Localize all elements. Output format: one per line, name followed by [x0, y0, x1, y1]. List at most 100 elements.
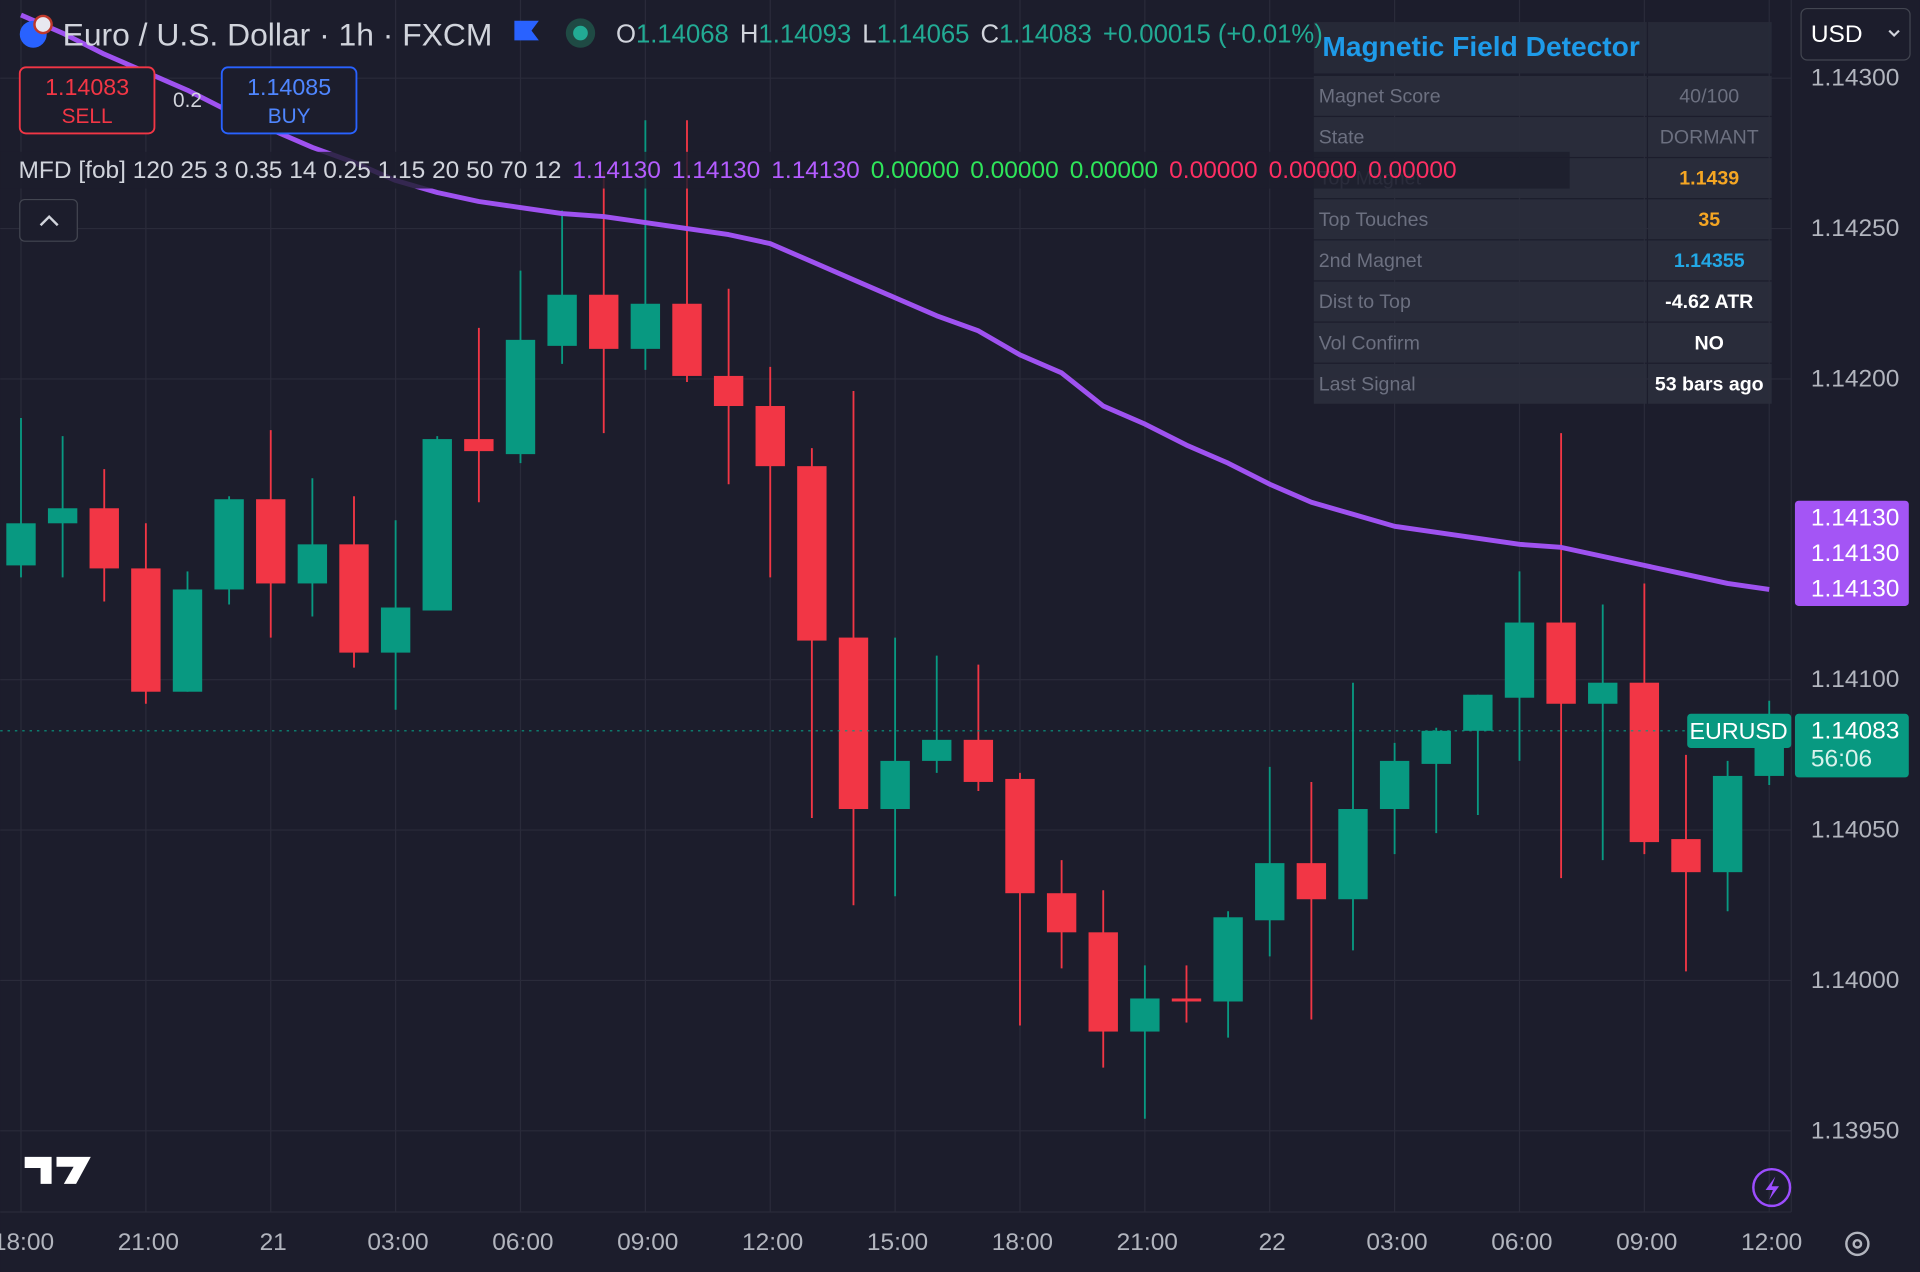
candle-body — [1255, 863, 1285, 921]
x-tick-label: 18:00 — [0, 1229, 54, 1256]
y-tick-label: 1.14050 — [1811, 817, 1899, 844]
candle-body — [422, 439, 452, 611]
sell-price: 1.14083 — [45, 74, 129, 100]
table-row — [1313, 322, 1647, 363]
table-label: Top Touches — [1319, 209, 1429, 231]
candle-body — [1379, 760, 1410, 810]
x-tick-label: 06:00 — [492, 1229, 553, 1256]
market-status-dot — [573, 25, 588, 41]
table-cell — [1648, 117, 1772, 157]
ohlc-value: 1.14065 — [877, 20, 970, 48]
y-tick-label: 1.14250 — [1811, 215, 1899, 242]
indicator-price-tag — [1794, 500, 1909, 607]
symbol-logo-flag — [33, 14, 53, 35]
settings-button[interactable] — [1845, 1231, 1870, 1257]
candle-body — [339, 544, 369, 653]
candle-body — [1463, 694, 1493, 731]
flag-icon — [514, 20, 539, 41]
table-value: -4.62 ATR — [1665, 291, 1753, 313]
table-cell — [1648, 158, 1772, 199]
ohlc-key: O — [616, 20, 636, 48]
tradingview-logo — [24, 1156, 91, 1184]
indicator-price: 1.14130 — [1811, 504, 1899, 531]
candle-body — [630, 303, 661, 349]
candle-body — [1046, 893, 1077, 933]
table-value: 35 — [1698, 209, 1720, 231]
table-cell — [1648, 240, 1772, 281]
candle-body — [755, 406, 785, 467]
candle-body — [1296, 863, 1327, 900]
indicator-value: 1.14130 — [672, 157, 760, 184]
table-cell — [1648, 199, 1772, 240]
candle-body — [838, 637, 869, 810]
indicator-value: 0.00000 — [970, 157, 1058, 184]
indicator-value: 0.00000 — [1368, 157, 1456, 184]
ohlc-value: 1.14068 — [636, 20, 729, 48]
candle-body — [1629, 682, 1660, 843]
currency: USD — [1811, 21, 1863, 48]
indicator-legend: MFD [fob] 120 25 3 0.35 14 0.25 1.15 20 … — [19, 157, 1457, 184]
last-price: 1.14083 — [1811, 717, 1899, 744]
candle-body — [297, 544, 328, 584]
candle-body — [1130, 998, 1160, 1032]
candle-body — [464, 439, 494, 452]
x-tick-label: 21 — [260, 1229, 287, 1256]
table-row — [1313, 117, 1647, 157]
symbol-tag — [1687, 713, 1792, 749]
indicator-value: 0.00000 — [1169, 157, 1257, 184]
table-value: 53 bars ago — [1655, 373, 1764, 395]
indicator-value: 0.00000 — [1269, 157, 1357, 184]
y-tick-label: 1.14300 — [1811, 65, 1899, 92]
y-tick-label: 1.13950 — [1811, 1117, 1899, 1144]
table-header — [1313, 22, 1647, 74]
candle-body — [1171, 998, 1202, 1002]
candle-body — [256, 499, 286, 584]
y-tick-label: 1.14000 — [1811, 967, 1899, 994]
x-tick-label: 12:00 — [1741, 1229, 1802, 1256]
candle-body — [547, 294, 577, 346]
currency-select[interactable] — [1800, 7, 1911, 61]
table-row — [1313, 281, 1647, 322]
x-tick-label: 21:00 — [1117, 1229, 1178, 1256]
candle-body — [1421, 730, 1451, 764]
indicator-params: MFD [fob] 120 25 3 0.35 14 0.25 1.15 20 … — [19, 157, 562, 184]
buy-button[interactable] — [220, 66, 358, 135]
sell-button[interactable] — [18, 66, 156, 135]
table-cell — [1648, 281, 1772, 322]
candle-body — [1712, 775, 1743, 873]
table-row — [1313, 363, 1647, 404]
y-tick-label: 1.14100 — [1811, 666, 1899, 693]
ohlc-key: L — [862, 20, 876, 48]
ohlc-value: 1.14093 — [758, 20, 851, 48]
last-price-tag — [1794, 713, 1909, 778]
indicator-value: 0.00000 — [1070, 157, 1158, 184]
x-tick-label: 22 — [1259, 1229, 1286, 1256]
candle-body — [797, 466, 827, 641]
lightning-icon — [1765, 1176, 1780, 1200]
x-tick-label: 03:00 — [367, 1229, 428, 1256]
candle-body — [713, 375, 744, 407]
candle-body — [922, 739, 952, 761]
x-tick-label: 06:00 — [1491, 1229, 1552, 1256]
collapse-button[interactable] — [19, 198, 78, 242]
candle-body — [89, 508, 119, 569]
candle-body — [1005, 778, 1035, 894]
x-tick-label: 09:00 — [617, 1229, 678, 1256]
ohlc-value: 1.14083 — [999, 20, 1092, 48]
table-row — [1313, 75, 1647, 116]
lightning-button[interactable] — [1752, 1167, 1792, 1208]
x-tick-label: 09:00 — [1616, 1229, 1677, 1256]
y-tick-label: 1.14200 — [1811, 365, 1899, 392]
candle-body — [1588, 682, 1618, 704]
indicator-backdrop — [0, 151, 1570, 189]
indicator-value: 0.00000 — [871, 157, 959, 184]
table-label: Magnet Score — [1319, 85, 1441, 107]
candle-body — [1546, 622, 1576, 704]
table-header-cell — [1648, 22, 1772, 74]
table-value: 40/100 — [1679, 85, 1739, 107]
candle-body — [6, 523, 36, 566]
table-label: Dist to Top — [1319, 291, 1411, 313]
symbol-title: Euro / U.S. Dollar · 1h · FXCM — [63, 16, 493, 52]
